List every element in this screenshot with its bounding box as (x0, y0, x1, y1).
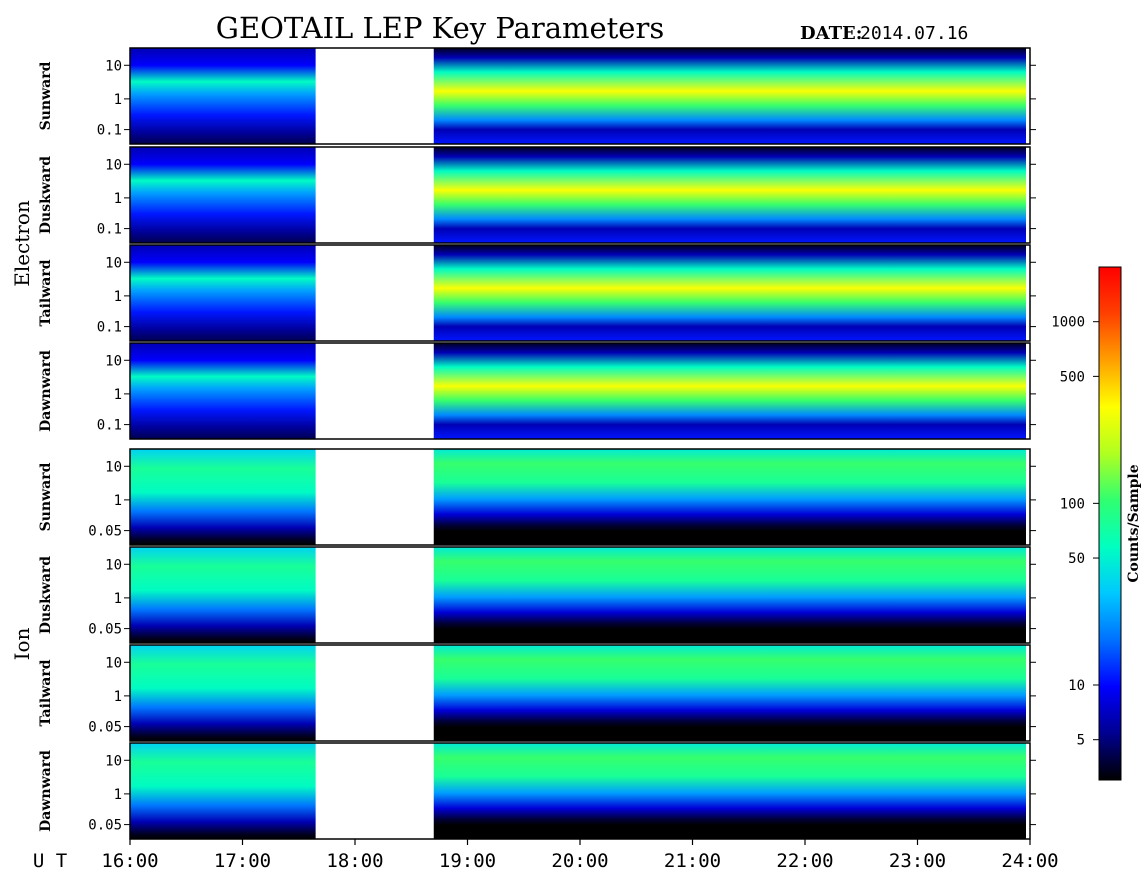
electron-duskward-panel: 10 1 0.1 Duskward (38, 146, 1036, 244)
y-tick-label: 0.05 (88, 524, 122, 540)
colorbar-tick-label: 5 (1077, 733, 1085, 749)
y-tick-label: 1 (114, 787, 122, 803)
colorbar-tick-label: 100 (1060, 496, 1085, 512)
y-tick-label: 10 (105, 753, 122, 769)
panel-label: Tailward (38, 659, 54, 726)
group-label: Ion (10, 627, 34, 660)
spectrogram-segment-post-gap (433, 245, 1026, 341)
panel-frame (129, 546, 1031, 644)
spectrogram-segment-pre-gap (130, 147, 316, 243)
spectrogram-segment-post-gap (433, 48, 1026, 144)
panel-frame (129, 244, 1031, 342)
x-tick-label: 16:00 (101, 850, 158, 872)
x-tick-label: 20:00 (551, 850, 608, 872)
y-tick-label: 1 (114, 387, 122, 403)
x-tick-label: 21:00 (664, 850, 721, 872)
ion-duskward-panel: 10 1 0.05 Duskward (38, 546, 1036, 644)
x-axis-label: U T (33, 850, 67, 872)
y-tick-label: 0.05 (88, 818, 122, 834)
x-tick-label: 18:00 (326, 850, 383, 872)
spectrogram-segment-pre-gap (130, 343, 316, 439)
colorbar-tick-label: 50 (1068, 551, 1085, 567)
spectrogram-segment-pre-gap (130, 547, 316, 643)
spectrogram-segment-pre-gap (130, 449, 316, 545)
spectrogram-segment-pre-gap (130, 645, 316, 741)
ion-sunward-panel: 10 1 0.05 Sunward (38, 448, 1036, 546)
spectrogram-segment-post-gap (433, 547, 1026, 643)
y-tick-label: 1 (114, 689, 122, 705)
y-tick-label: 0.05 (88, 720, 122, 736)
ion-tailward-panel: 10 1 0.05 Tailward (38, 644, 1036, 742)
panel-label: Duskward (38, 156, 54, 234)
y-tick-label: 10 (105, 557, 122, 573)
spectrogram-segment-post-gap (433, 449, 1026, 545)
ion-dawnward-panel: 10 1 0.05 Dawnward (38, 742, 1036, 840)
spectrogram-segment-post-gap (433, 147, 1026, 243)
y-tick-label: 10 (105, 157, 122, 173)
panel-label: Dawnward (38, 350, 54, 432)
date-label: DATE: (800, 23, 862, 44)
y-tick-label: 10 (105, 459, 122, 475)
spectrogram-segment-pre-gap (130, 48, 316, 144)
panel-frame (129, 342, 1031, 440)
electron-tailward-panel: 10 1 0.1 Tailward (38, 244, 1036, 342)
x-tick-label: 23:00 (889, 850, 946, 872)
panel-frame (129, 644, 1031, 742)
y-tick-label: 10 (105, 255, 122, 271)
panel-label: Duskward (38, 556, 54, 634)
y-tick-label: 0.1 (97, 123, 122, 139)
y-tick-label: 10 (105, 58, 122, 74)
y-tick-label: 0.1 (97, 222, 122, 238)
y-tick-label: 1 (114, 92, 122, 108)
spectrogram-segment-pre-gap (130, 743, 316, 839)
electron-sunward-panel: 10 1 0.1 Sunward (38, 47, 1036, 145)
panel-label: Sunward (38, 462, 54, 531)
panel-label: Sunward (38, 61, 54, 130)
y-tick-label: 0.05 (88, 622, 122, 638)
colorbar-label: Counts/Sample (1126, 464, 1142, 582)
x-tick-label: 17:00 (214, 850, 271, 872)
panel-frame (129, 448, 1031, 546)
y-tick-label: 1 (114, 591, 122, 607)
colorbar (1098, 266, 1122, 781)
x-tick-label: 22:00 (776, 850, 833, 872)
spectrogram-segment-post-gap (433, 743, 1026, 839)
panel-label: Tailward (38, 259, 54, 326)
panel-label: Dawnward (38, 750, 54, 832)
y-tick-label: 1 (114, 191, 122, 207)
panel-frame (129, 146, 1031, 244)
x-tick-label: 19:00 (439, 850, 496, 872)
chart-title: GEOTAIL LEP Key Parameters (216, 11, 664, 45)
y-tick-label: 0.1 (97, 418, 122, 434)
date-value: 2014.07.16 (860, 23, 968, 44)
x-tick-label: 24:00 (1001, 850, 1058, 872)
colorbar-tick-label: 1000 (1051, 315, 1085, 331)
spectrogram-segment-post-gap (433, 343, 1026, 439)
y-tick-label: 10 (105, 655, 122, 671)
group-label: Electron (10, 200, 34, 287)
spectrogram-segment-post-gap (433, 645, 1026, 741)
y-tick-label: 10 (105, 353, 122, 369)
electron-dawnward-panel: 10 1 0.1 Dawnward (38, 342, 1036, 440)
colorbar-tick-label: 500 (1060, 369, 1085, 385)
y-tick-label: 0.1 (97, 320, 122, 336)
colorbar-tick-label: 10 (1068, 678, 1085, 694)
y-tick-label: 1 (114, 289, 122, 305)
spectrogram-segment-pre-gap (130, 245, 316, 341)
y-tick-label: 1 (114, 493, 122, 509)
panel-frame (129, 47, 1031, 145)
